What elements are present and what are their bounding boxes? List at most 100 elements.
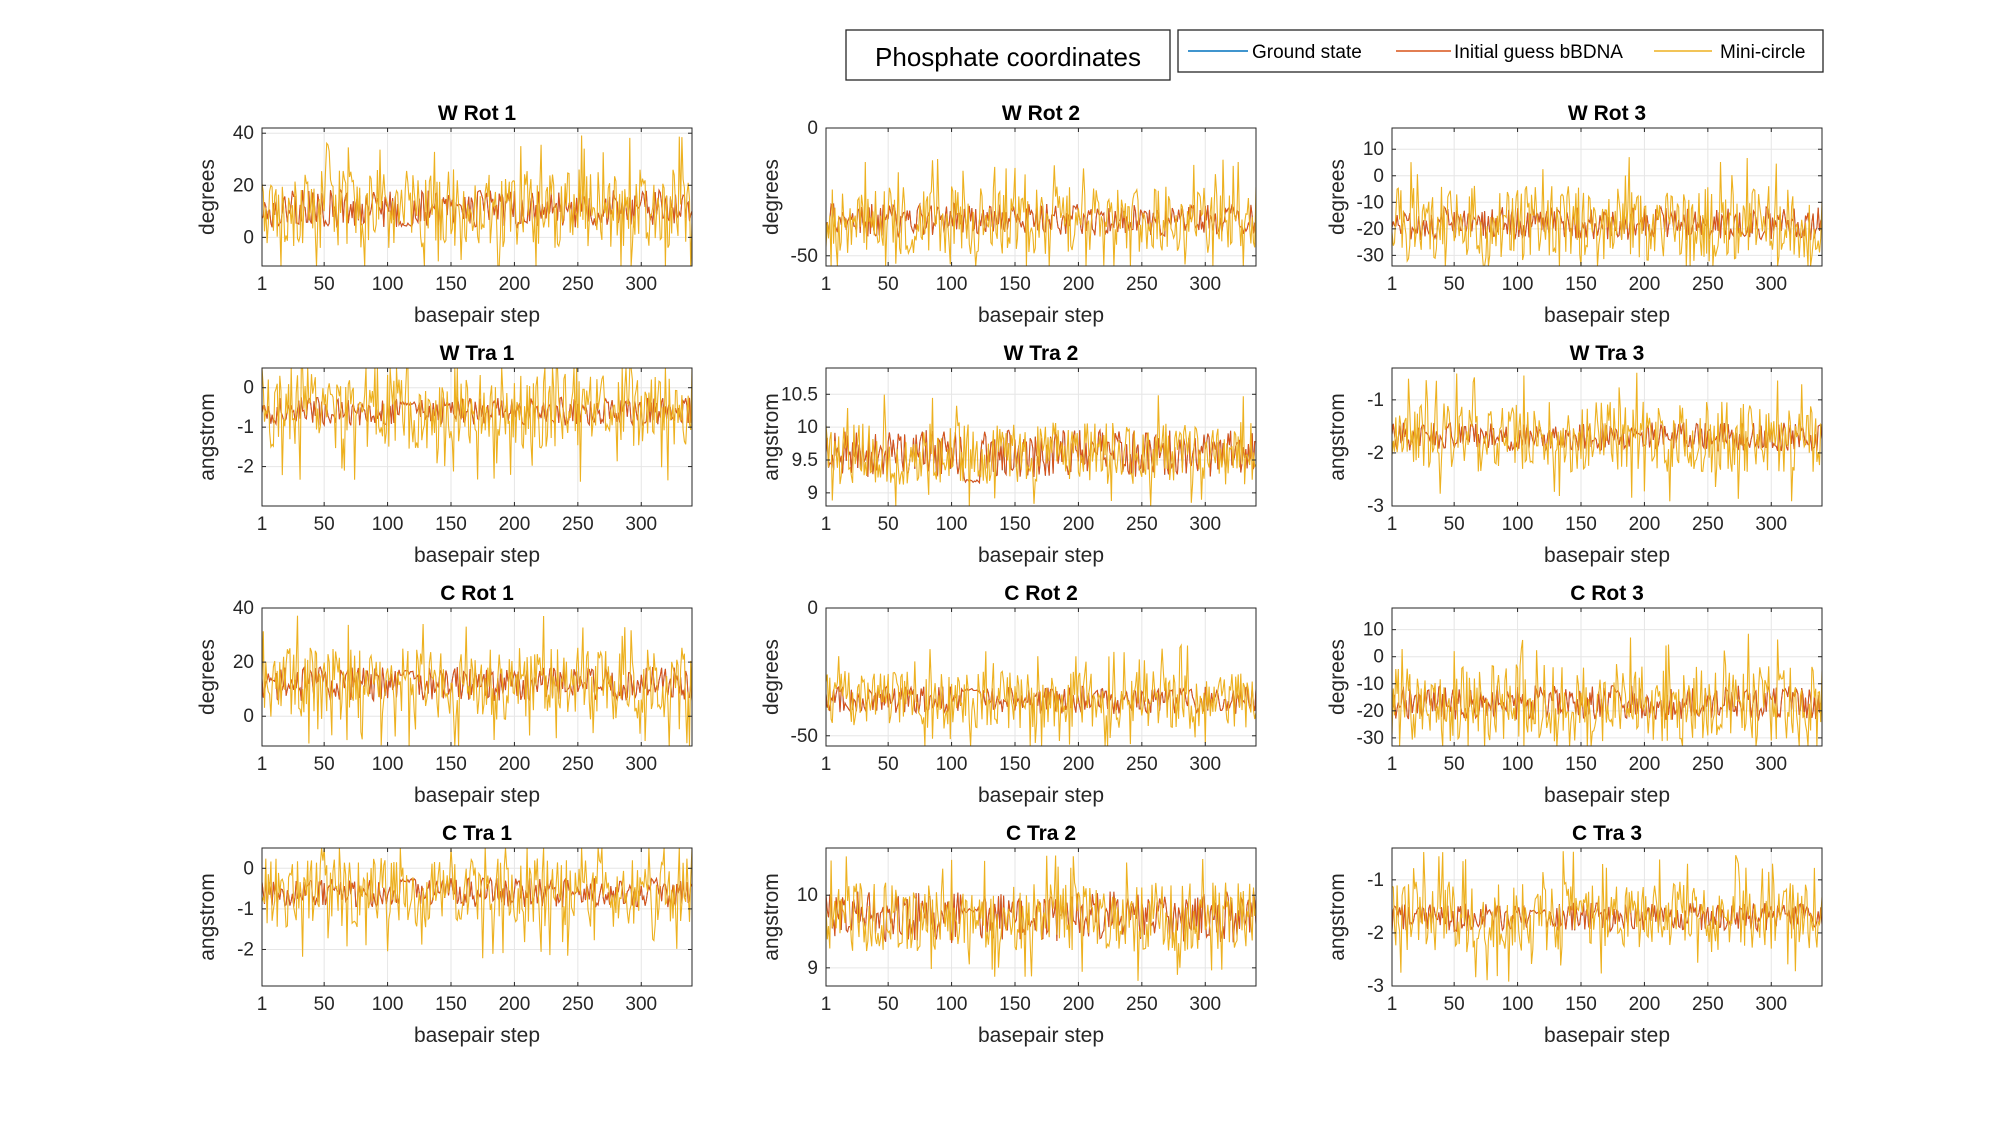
series-initial-guess bbox=[826, 428, 1256, 485]
y-tick-label: 9.5 bbox=[792, 450, 818, 471]
y-tick-label: 0 bbox=[243, 706, 254, 727]
subplot-title: C Tra 2 bbox=[1006, 822, 1076, 845]
x-axis-label: basepair step bbox=[414, 304, 540, 327]
x-tick-label: 150 bbox=[435, 994, 467, 1015]
x-tick-label: 1 bbox=[257, 754, 268, 775]
axes-box bbox=[261, 127, 693, 267]
x-tick-label: 1 bbox=[257, 514, 268, 535]
x-tick-label: 150 bbox=[1565, 754, 1597, 775]
y-tick-label: -2 bbox=[1367, 923, 1384, 944]
subplot-c-tra-3: 1 50 100 150 200 250 300-3-2-1C Tra 3basepair … bbox=[1326, 822, 1823, 1047]
x-tick-label: 250 bbox=[1692, 274, 1724, 295]
x-tick-label: 250 bbox=[562, 514, 594, 535]
figure-title-box: Phosphate coordinates bbox=[845, 29, 1171, 81]
x-tick-label: 200 bbox=[1063, 274, 1095, 295]
x-tick-label: 1 bbox=[1387, 754, 1398, 775]
y-tick-label: 10 bbox=[797, 885, 818, 906]
x-tick-label: 150 bbox=[999, 514, 1031, 535]
y-tick-label: 0 bbox=[243, 378, 254, 399]
x-tick-label: 300 bbox=[1755, 994, 1787, 1015]
x-tick-label: 100 bbox=[372, 754, 404, 775]
y-tick-label: -50 bbox=[791, 246, 818, 267]
y-tick-label: 40 bbox=[233, 598, 254, 619]
x-axis-label: basepair step bbox=[978, 304, 1104, 327]
x-tick-label: 300 bbox=[1189, 514, 1221, 535]
x-tick-label: 150 bbox=[1565, 514, 1597, 535]
x-tick-label: 50 bbox=[1444, 994, 1465, 1015]
legend-label-initial-guess: Initial guess bBDNA bbox=[1454, 42, 1623, 63]
x-tick-label: 50 bbox=[1444, 754, 1465, 775]
x-tick-label: 150 bbox=[1565, 274, 1597, 295]
x-tick-label: 200 bbox=[499, 754, 531, 775]
y-tick-label: -2 bbox=[237, 457, 254, 478]
series-mini-circle bbox=[826, 158, 1256, 266]
y-axis-label: angstrom bbox=[760, 873, 783, 961]
x-tick-label: 250 bbox=[1126, 754, 1158, 775]
y-tick-label: 0 bbox=[243, 858, 254, 879]
axes-box bbox=[1391, 847, 1823, 987]
y-tick-label: 10 bbox=[797, 417, 818, 438]
x-axis-label: basepair step bbox=[1544, 1024, 1670, 1047]
axes-box bbox=[1391, 127, 1823, 267]
x-tick-label: 1 bbox=[1387, 514, 1398, 535]
y-tick-label: 0 bbox=[807, 598, 818, 619]
subplot-title: W Rot 3 bbox=[1568, 102, 1646, 125]
x-axis-label: basepair step bbox=[978, 1024, 1104, 1047]
series-mini-circle bbox=[1392, 851, 1822, 982]
y-tick-label: -20 bbox=[1357, 701, 1384, 722]
subplot-title: C Rot 2 bbox=[1004, 582, 1078, 605]
x-tick-label: 1 bbox=[821, 514, 832, 535]
x-tick-label: 200 bbox=[1629, 994, 1661, 1015]
x-tick-label: 100 bbox=[1502, 514, 1534, 535]
x-tick-label: 100 bbox=[372, 994, 404, 1015]
x-axis-label: basepair step bbox=[978, 544, 1104, 567]
x-tick-label: 200 bbox=[1063, 994, 1095, 1015]
y-tick-label: 20 bbox=[233, 175, 254, 196]
axes-box bbox=[825, 367, 1257, 507]
y-tick-label: -1 bbox=[1367, 870, 1384, 891]
axes-box bbox=[825, 607, 1257, 747]
y-tick-label: -30 bbox=[1357, 245, 1384, 266]
y-tick-label: -50 bbox=[791, 726, 818, 747]
legend-label-ground-state: Ground state bbox=[1252, 42, 1362, 63]
x-tick-label: 250 bbox=[562, 994, 594, 1015]
x-tick-label: 150 bbox=[435, 514, 467, 535]
axes-box bbox=[261, 367, 693, 507]
y-tick-label: -30 bbox=[1357, 728, 1384, 749]
x-axis-label: basepair step bbox=[1544, 544, 1670, 567]
axes-box bbox=[1391, 607, 1823, 747]
y-axis-label: degrees bbox=[1326, 159, 1349, 235]
x-tick-label: 50 bbox=[314, 754, 335, 775]
subplot-title: W Tra 3 bbox=[1570, 342, 1645, 365]
y-tick-label: 10 bbox=[1363, 620, 1384, 641]
x-tick-label: 100 bbox=[1502, 754, 1534, 775]
x-tick-label: 150 bbox=[999, 754, 1031, 775]
x-tick-label: 250 bbox=[562, 754, 594, 775]
series-initial-guess bbox=[262, 876, 692, 908]
y-tick-label: -3 bbox=[1367, 496, 1384, 517]
subplot-title: C Tra 3 bbox=[1572, 822, 1642, 845]
x-tick-label: 200 bbox=[499, 274, 531, 295]
x-tick-label: 300 bbox=[1755, 754, 1787, 775]
x-tick-label: 150 bbox=[435, 274, 467, 295]
series-mini-circle bbox=[262, 848, 692, 959]
subplot-title: C Tra 1 bbox=[442, 822, 512, 845]
y-tick-label: -1 bbox=[237, 899, 254, 920]
y-tick-label: -10 bbox=[1357, 674, 1384, 695]
y-tick-label: 20 bbox=[233, 652, 254, 673]
x-tick-label: 200 bbox=[1629, 754, 1661, 775]
series-mini-circle bbox=[826, 394, 1256, 506]
x-tick-label: 100 bbox=[372, 514, 404, 535]
series-initial-guess bbox=[262, 396, 692, 428]
y-tick-label: -20 bbox=[1357, 219, 1384, 240]
x-tick-label: 100 bbox=[1502, 274, 1534, 295]
axes-box bbox=[261, 847, 693, 987]
y-axis-label: angstrom bbox=[196, 873, 219, 961]
